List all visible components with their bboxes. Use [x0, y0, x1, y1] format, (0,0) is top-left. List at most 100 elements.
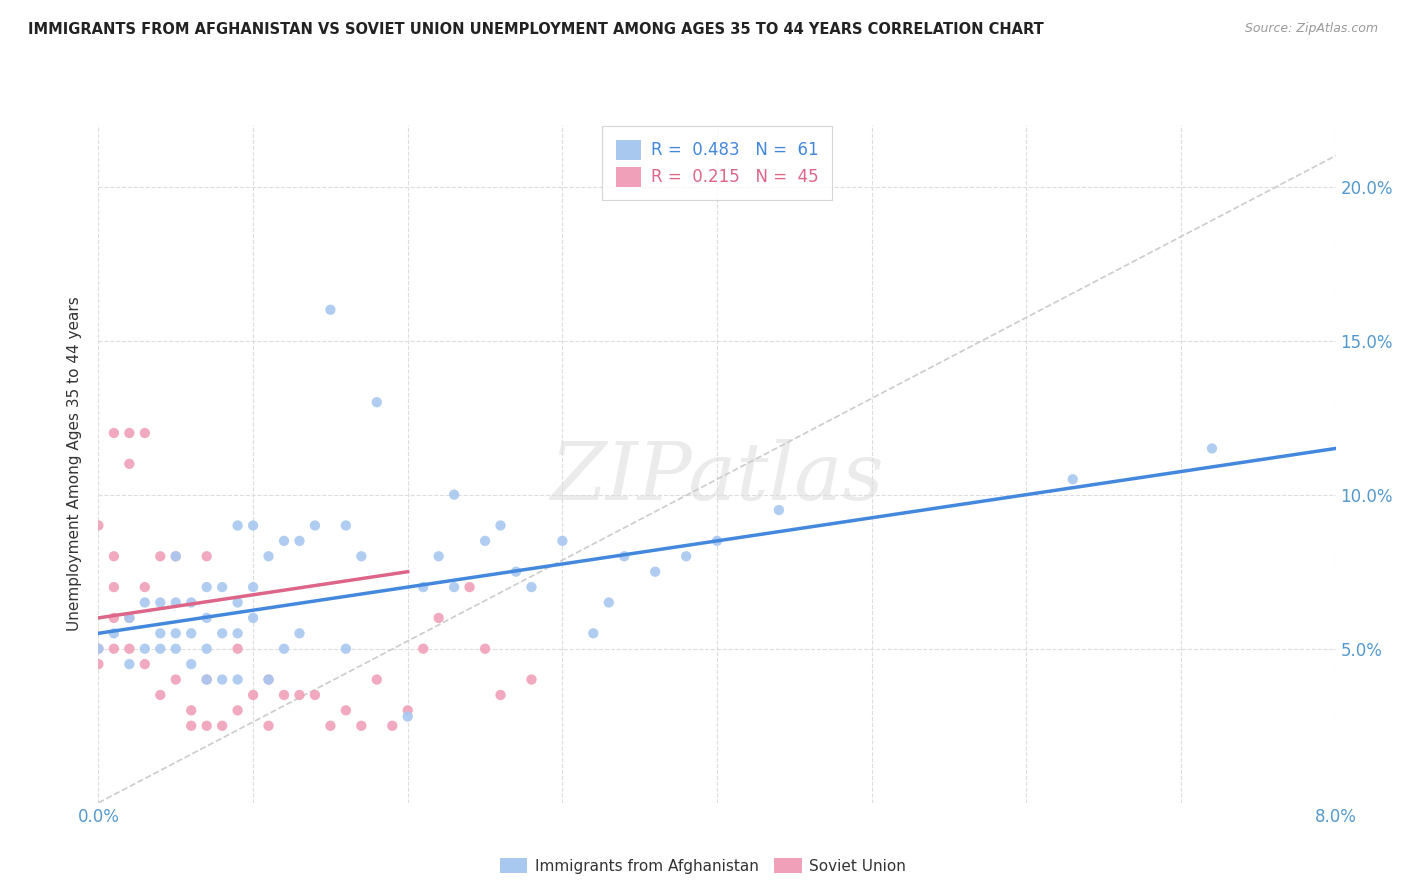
Point	[87, 518, 110, 533]
Point	[103, 611, 125, 625]
Point	[195, 549, 218, 564]
Point	[103, 641, 125, 656]
Point	[366, 673, 388, 687]
Point	[226, 595, 249, 609]
Point	[180, 657, 202, 672]
Point	[226, 641, 249, 656]
Point	[520, 673, 543, 687]
Point	[675, 549, 697, 564]
Point	[103, 425, 125, 440]
Point	[211, 580, 233, 594]
Point	[195, 641, 218, 656]
Y-axis label: Unemployment Among Ages 35 to 44 years: Unemployment Among Ages 35 to 44 years	[67, 296, 83, 632]
Point	[304, 688, 326, 702]
Point	[768, 503, 790, 517]
Point	[180, 595, 202, 609]
Point	[211, 673, 233, 687]
Point	[165, 595, 187, 609]
Point	[427, 611, 450, 625]
Point	[350, 719, 373, 733]
Point	[412, 641, 434, 656]
Point	[87, 641, 110, 656]
Point	[319, 302, 342, 317]
Point	[195, 719, 218, 733]
Point	[1062, 472, 1084, 486]
Point	[458, 580, 481, 594]
Point	[474, 641, 496, 656]
Legend: Immigrants from Afghanistan, Soviet Union: Immigrants from Afghanistan, Soviet Unio…	[494, 852, 912, 880]
Point	[350, 549, 373, 564]
Point	[242, 611, 264, 625]
Point	[273, 688, 295, 702]
Point	[103, 580, 125, 594]
Point	[149, 688, 172, 702]
Point	[257, 673, 280, 687]
Point	[87, 657, 110, 672]
Point	[273, 533, 295, 548]
Point	[288, 533, 311, 548]
Point	[226, 703, 249, 717]
Point	[582, 626, 605, 640]
Point	[598, 595, 620, 609]
Point	[165, 549, 187, 564]
Point	[134, 580, 156, 594]
Point	[242, 580, 264, 594]
Point	[242, 688, 264, 702]
Point	[149, 626, 172, 640]
Point	[257, 549, 280, 564]
Point	[489, 688, 512, 702]
Point	[180, 703, 202, 717]
Point	[396, 703, 419, 717]
Point	[149, 549, 172, 564]
Point	[443, 488, 465, 502]
Point	[613, 549, 636, 564]
Point	[211, 626, 233, 640]
Point	[149, 595, 172, 609]
Point	[551, 533, 574, 548]
Point	[195, 611, 218, 625]
Point	[335, 641, 357, 656]
Point	[195, 580, 218, 594]
Point	[257, 673, 280, 687]
Point	[396, 709, 419, 723]
Point	[103, 549, 125, 564]
Point	[165, 626, 187, 640]
Point	[288, 688, 311, 702]
Point	[87, 641, 110, 656]
Point	[118, 657, 141, 672]
Point	[226, 673, 249, 687]
Point	[165, 641, 187, 656]
Point	[118, 425, 141, 440]
Point	[335, 518, 357, 533]
Point	[706, 533, 728, 548]
Point	[118, 641, 141, 656]
Point	[226, 626, 249, 640]
Point	[118, 457, 141, 471]
Text: ZIPatlas: ZIPatlas	[550, 439, 884, 516]
Point	[474, 533, 496, 548]
Point	[195, 673, 218, 687]
Point	[242, 518, 264, 533]
Point	[226, 518, 249, 533]
Point	[381, 719, 404, 733]
Point	[273, 641, 295, 656]
Point	[180, 719, 202, 733]
Legend: R =  0.483   N =  61, R =  0.215   N =  45: R = 0.483 N = 61, R = 0.215 N = 45	[602, 127, 832, 201]
Point	[319, 719, 342, 733]
Point	[505, 565, 527, 579]
Point	[489, 518, 512, 533]
Point	[366, 395, 388, 409]
Point	[335, 703, 357, 717]
Point	[134, 595, 156, 609]
Point	[257, 719, 280, 733]
Point	[134, 641, 156, 656]
Point	[427, 549, 450, 564]
Point	[644, 565, 666, 579]
Point	[165, 549, 187, 564]
Point	[118, 611, 141, 625]
Point	[118, 611, 141, 625]
Point	[195, 673, 218, 687]
Point	[1201, 442, 1223, 456]
Point	[165, 673, 187, 687]
Point	[149, 641, 172, 656]
